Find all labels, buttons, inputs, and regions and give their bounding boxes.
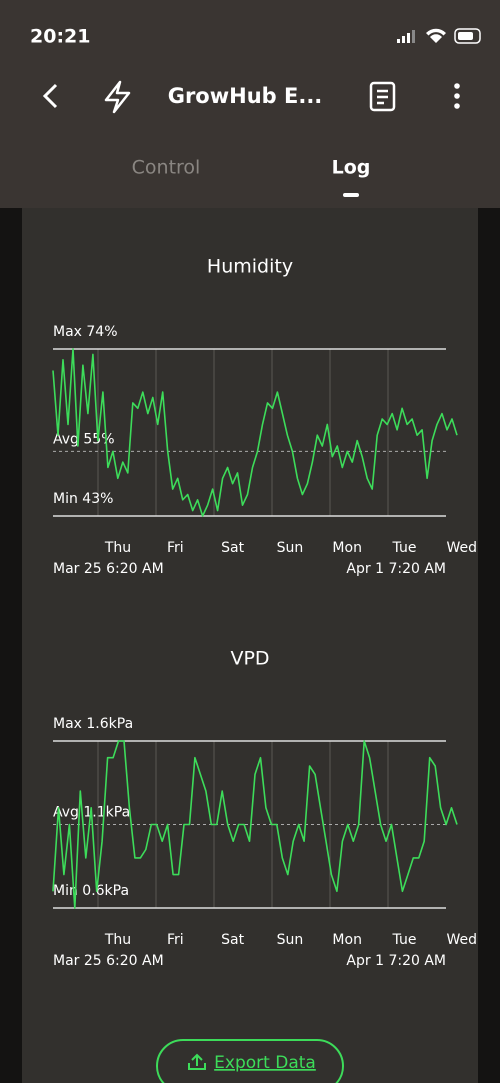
x-tick-label: Tue — [392, 540, 417, 556]
end-label: Apr 1 7:20 AM — [346, 953, 446, 969]
data-line — [52, 740, 458, 909]
chart-title: Humidity — [207, 256, 293, 278]
data-line — [52, 348, 458, 517]
back-button[interactable] — [42, 83, 58, 109]
end-label: Apr 1 7:20 AM — [346, 561, 446, 577]
x-tick-label: Thu — [104, 932, 131, 948]
reference-label: Max 1.6kPa — [53, 716, 133, 732]
start-label: Mar 25 6:20 AM — [53, 953, 164, 969]
menu-button[interactable] — [454, 83, 460, 109]
log-icon[interactable] — [369, 81, 396, 112]
x-tick-label: Thu — [104, 540, 131, 556]
export-label[interactable]: Export Data — [214, 1053, 316, 1073]
top-bar — [0, 0, 500, 208]
x-tick-label: Fri — [167, 540, 184, 556]
reference-label: Min 43% — [53, 491, 113, 507]
power-icon[interactable] — [104, 80, 131, 114]
x-tick-label: Sun — [277, 540, 304, 556]
tab-control[interactable]: Control — [132, 157, 201, 179]
x-tick-label: Mon — [332, 932, 362, 948]
x-tick-label: Mon — [332, 540, 362, 556]
x-tick-label: Wed — [447, 540, 478, 556]
chart-title: VPD — [230, 648, 269, 670]
tab-log[interactable]: Log — [332, 157, 371, 179]
reference-label: Max 74% — [53, 324, 118, 340]
export-button[interactable]: Export Data — [156, 1039, 344, 1083]
start-label: Mar 25 6:20 AM — [53, 561, 164, 577]
x-tick-label: Sat — [221, 540, 244, 556]
reference-label: Min 0.6kPa — [53, 883, 129, 899]
x-tick-label: Sat — [221, 932, 244, 948]
x-tick-label: Sun — [277, 932, 304, 948]
x-tick-label: Tue — [392, 932, 417, 948]
x-tick-label: Fri — [167, 932, 184, 948]
header-title: GrowHub E... — [168, 84, 323, 108]
tab-indicator — [343, 193, 359, 197]
status-time: 20:21 — [30, 26, 90, 48]
x-tick-label: Wed — [447, 932, 478, 948]
status-icons — [397, 28, 481, 44]
